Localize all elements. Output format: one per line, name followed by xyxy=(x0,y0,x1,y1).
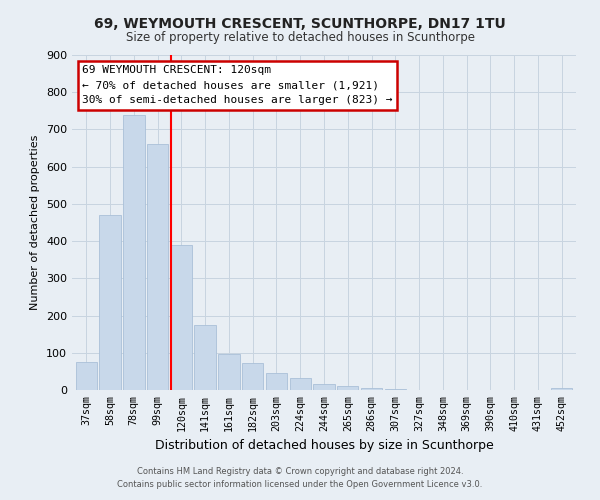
Bar xyxy=(551,388,572,390)
Bar xyxy=(337,386,358,390)
Bar xyxy=(242,363,263,390)
Bar xyxy=(290,378,311,390)
Text: 69 WEYMOUTH CRESCENT: 120sqm
← 70% of detached houses are smaller (1,921)
30% of: 69 WEYMOUTH CRESCENT: 120sqm ← 70% of de… xyxy=(82,65,392,106)
Text: Size of property relative to detached houses in Scunthorpe: Size of property relative to detached ho… xyxy=(125,31,475,44)
X-axis label: Distribution of detached houses by size in Scunthorpe: Distribution of detached houses by size … xyxy=(155,439,493,452)
Bar xyxy=(313,384,335,390)
Bar xyxy=(76,362,97,390)
Bar xyxy=(266,373,287,390)
Text: Contains HM Land Registry data © Crown copyright and database right 2024.
Contai: Contains HM Land Registry data © Crown c… xyxy=(118,467,482,489)
Bar xyxy=(100,215,121,390)
Bar xyxy=(147,144,168,390)
Text: 69, WEYMOUTH CRESCENT, SCUNTHORPE, DN17 1TU: 69, WEYMOUTH CRESCENT, SCUNTHORPE, DN17 … xyxy=(94,18,506,32)
Bar xyxy=(218,354,239,390)
Bar xyxy=(361,388,382,390)
Y-axis label: Number of detached properties: Number of detached properties xyxy=(31,135,40,310)
Bar xyxy=(170,245,192,390)
Bar xyxy=(123,114,145,390)
Bar xyxy=(194,325,216,390)
